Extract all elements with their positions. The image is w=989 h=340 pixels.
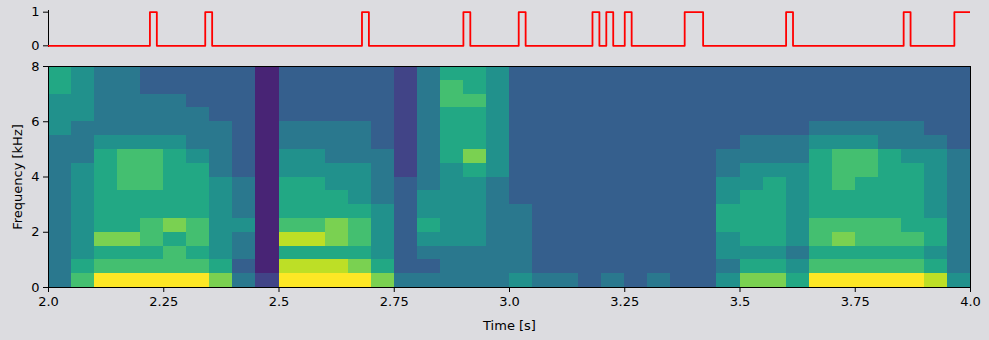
svg-text:6: 6 (31, 114, 39, 129)
svg-text:4.0: 4.0 (960, 294, 981, 309)
svg-text:2: 2 (31, 224, 39, 239)
svg-text:Time [s]: Time [s] (482, 318, 536, 333)
svg-text:1: 1 (31, 4, 39, 19)
svg-text:0: 0 (31, 280, 39, 295)
svg-text:2.75: 2.75 (380, 294, 409, 309)
svg-text:3.0: 3.0 (499, 294, 520, 309)
svg-text:2.5: 2.5 (269, 294, 290, 309)
svg-text:4: 4 (31, 169, 39, 184)
svg-text:3.5: 3.5 (730, 294, 751, 309)
svg-text:8: 8 (31, 59, 39, 74)
svg-text:0: 0 (31, 38, 39, 53)
svg-text:3.75: 3.75 (841, 294, 870, 309)
svg-text:Frequency [kHz]: Frequency [kHz] (10, 124, 25, 230)
svg-text:2.0: 2.0 (38, 294, 59, 309)
svg-text:2.25: 2.25 (149, 294, 178, 309)
svg-text:3.25: 3.25 (610, 294, 639, 309)
